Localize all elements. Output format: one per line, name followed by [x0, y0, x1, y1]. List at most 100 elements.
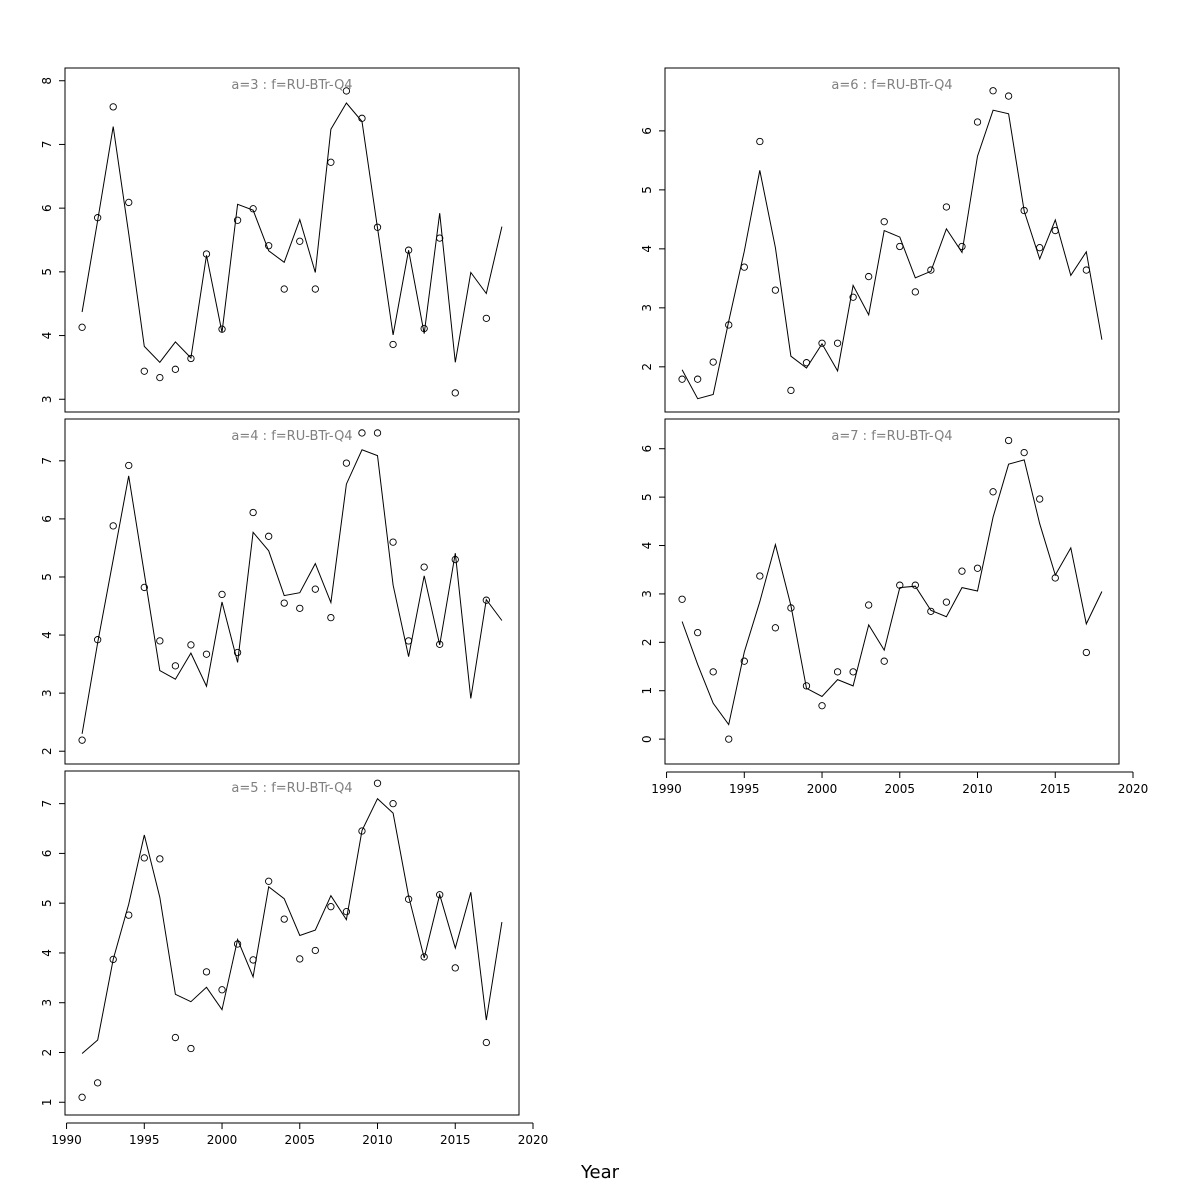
x-tick-label: 2020 [1118, 782, 1149, 796]
observed-point [389, 799, 397, 808]
panel-a3: a=3 : f=RU-BTr-Q4 3 4 5 6 7 8 [40, 67, 520, 413]
observed-point [1004, 92, 1013, 100]
y-tick-label: 3 [640, 590, 654, 598]
observed-point [218, 590, 226, 599]
panel-a7: a=7 : f=RU-BTr-Q4 0 1 2 3 4 5 6 1990 1995 2000 2005… [640, 418, 1149, 796]
x-tick-label: 1995 [729, 782, 760, 796]
fitted-line [681, 109, 1103, 400]
x-tick-label: 2020 [518, 1133, 549, 1147]
observed-point [171, 662, 180, 670]
y-tick-label: 2 [640, 639, 654, 647]
panel-a6: a=6 : f=RU-BTr-Q4 2 3 4 5 6 [640, 67, 1120, 413]
observed-point [436, 640, 444, 649]
plot-frame [664, 67, 1120, 413]
y-tick-label: 5 [40, 268, 54, 276]
observed-point [678, 595, 686, 603]
x-tick-label: 2000 [807, 782, 838, 796]
observed-point [280, 285, 288, 293]
y-tick-label: 1 [640, 687, 654, 695]
y-tick-label: 7 [40, 141, 54, 149]
observed-point [358, 429, 366, 437]
observed-point [911, 581, 919, 589]
observed-point [389, 538, 397, 546]
y-tick-label: 6 [640, 127, 654, 135]
observed-point [140, 367, 148, 375]
observed-point [78, 323, 86, 331]
observed-point [849, 668, 857, 676]
observed-point [187, 1044, 195, 1053]
observed-point [389, 340, 397, 349]
x-tick-label: 2005 [285, 1133, 316, 1147]
observed-point [296, 955, 304, 963]
x-tick-label: 2015 [440, 1133, 471, 1147]
observed-point [989, 488, 997, 496]
y-tick-label: 7 [40, 800, 54, 808]
panel-title: a=5 : f=RU-BTr-Q4 [231, 781, 352, 796]
observed-point [420, 953, 428, 961]
observed-point [404, 246, 413, 254]
observed-point [327, 903, 335, 911]
observed-point [787, 386, 795, 395]
observed-point [327, 158, 335, 166]
observed-point [78, 1093, 86, 1101]
observed-point [942, 598, 951, 606]
y-tick-label: 6 [40, 204, 54, 212]
observed-point [740, 263, 748, 271]
plot-frame [664, 418, 1120, 765]
observed-point [818, 702, 826, 710]
observed-point [694, 628, 702, 637]
observed-point [280, 915, 288, 923]
observed-point [849, 293, 857, 301]
observed-point [1036, 495, 1044, 503]
observed-point [1020, 206, 1028, 215]
observed-point [311, 285, 319, 293]
observed-point [927, 266, 935, 274]
y-tick-label: 6 [40, 850, 54, 858]
observed-point [771, 286, 780, 294]
y-tick-label: 4 [40, 949, 54, 957]
observed-point [451, 964, 459, 972]
observed-point [78, 736, 86, 744]
observed-point [156, 855, 164, 863]
x-tick-label: 1995 [129, 1133, 160, 1147]
observed-point [187, 641, 195, 649]
observed-point [756, 572, 764, 580]
y-tick-label: 5 [40, 573, 54, 581]
y-tick-label: 3 [40, 999, 54, 1007]
observed-point [694, 375, 702, 383]
fitted-line [681, 459, 1103, 726]
observed-point [358, 827, 366, 835]
panel-title: a=7 : f=RU-BTr-Q4 [831, 429, 952, 444]
observed-point [833, 339, 842, 347]
y-tick-label: 6 [40, 515, 54, 523]
observed-point [311, 585, 319, 593]
observed-point [125, 461, 133, 470]
observed-point [373, 779, 382, 787]
observed-point [265, 532, 273, 540]
y-tick-label: 2 [640, 363, 654, 371]
y-tick-label: 2 [40, 747, 54, 755]
x-axis-label: Year [580, 1162, 620, 1183]
observed-point [109, 103, 117, 111]
observed-point [233, 648, 242, 657]
observed-point [265, 877, 273, 885]
plot-frame [64, 67, 520, 413]
y-tick-label: 3 [640, 304, 654, 312]
observed-point [1082, 648, 1090, 657]
observed-point [740, 657, 748, 665]
fitted-line [81, 102, 503, 364]
x-tick-label: 2010 [962, 782, 993, 796]
observed-point [1020, 448, 1028, 457]
observed-point [156, 637, 164, 645]
observed-point [342, 459, 351, 467]
y-tick-label: 3 [40, 395, 54, 403]
observed-point [1036, 244, 1044, 252]
observed-point [709, 668, 717, 676]
observed-point [280, 599, 288, 607]
observed-point [802, 682, 811, 690]
y-tick-label: 4 [40, 332, 54, 340]
observed-point [989, 87, 997, 95]
plot-frame [64, 770, 520, 1116]
observed-point [218, 986, 226, 994]
observed-point [202, 968, 211, 976]
